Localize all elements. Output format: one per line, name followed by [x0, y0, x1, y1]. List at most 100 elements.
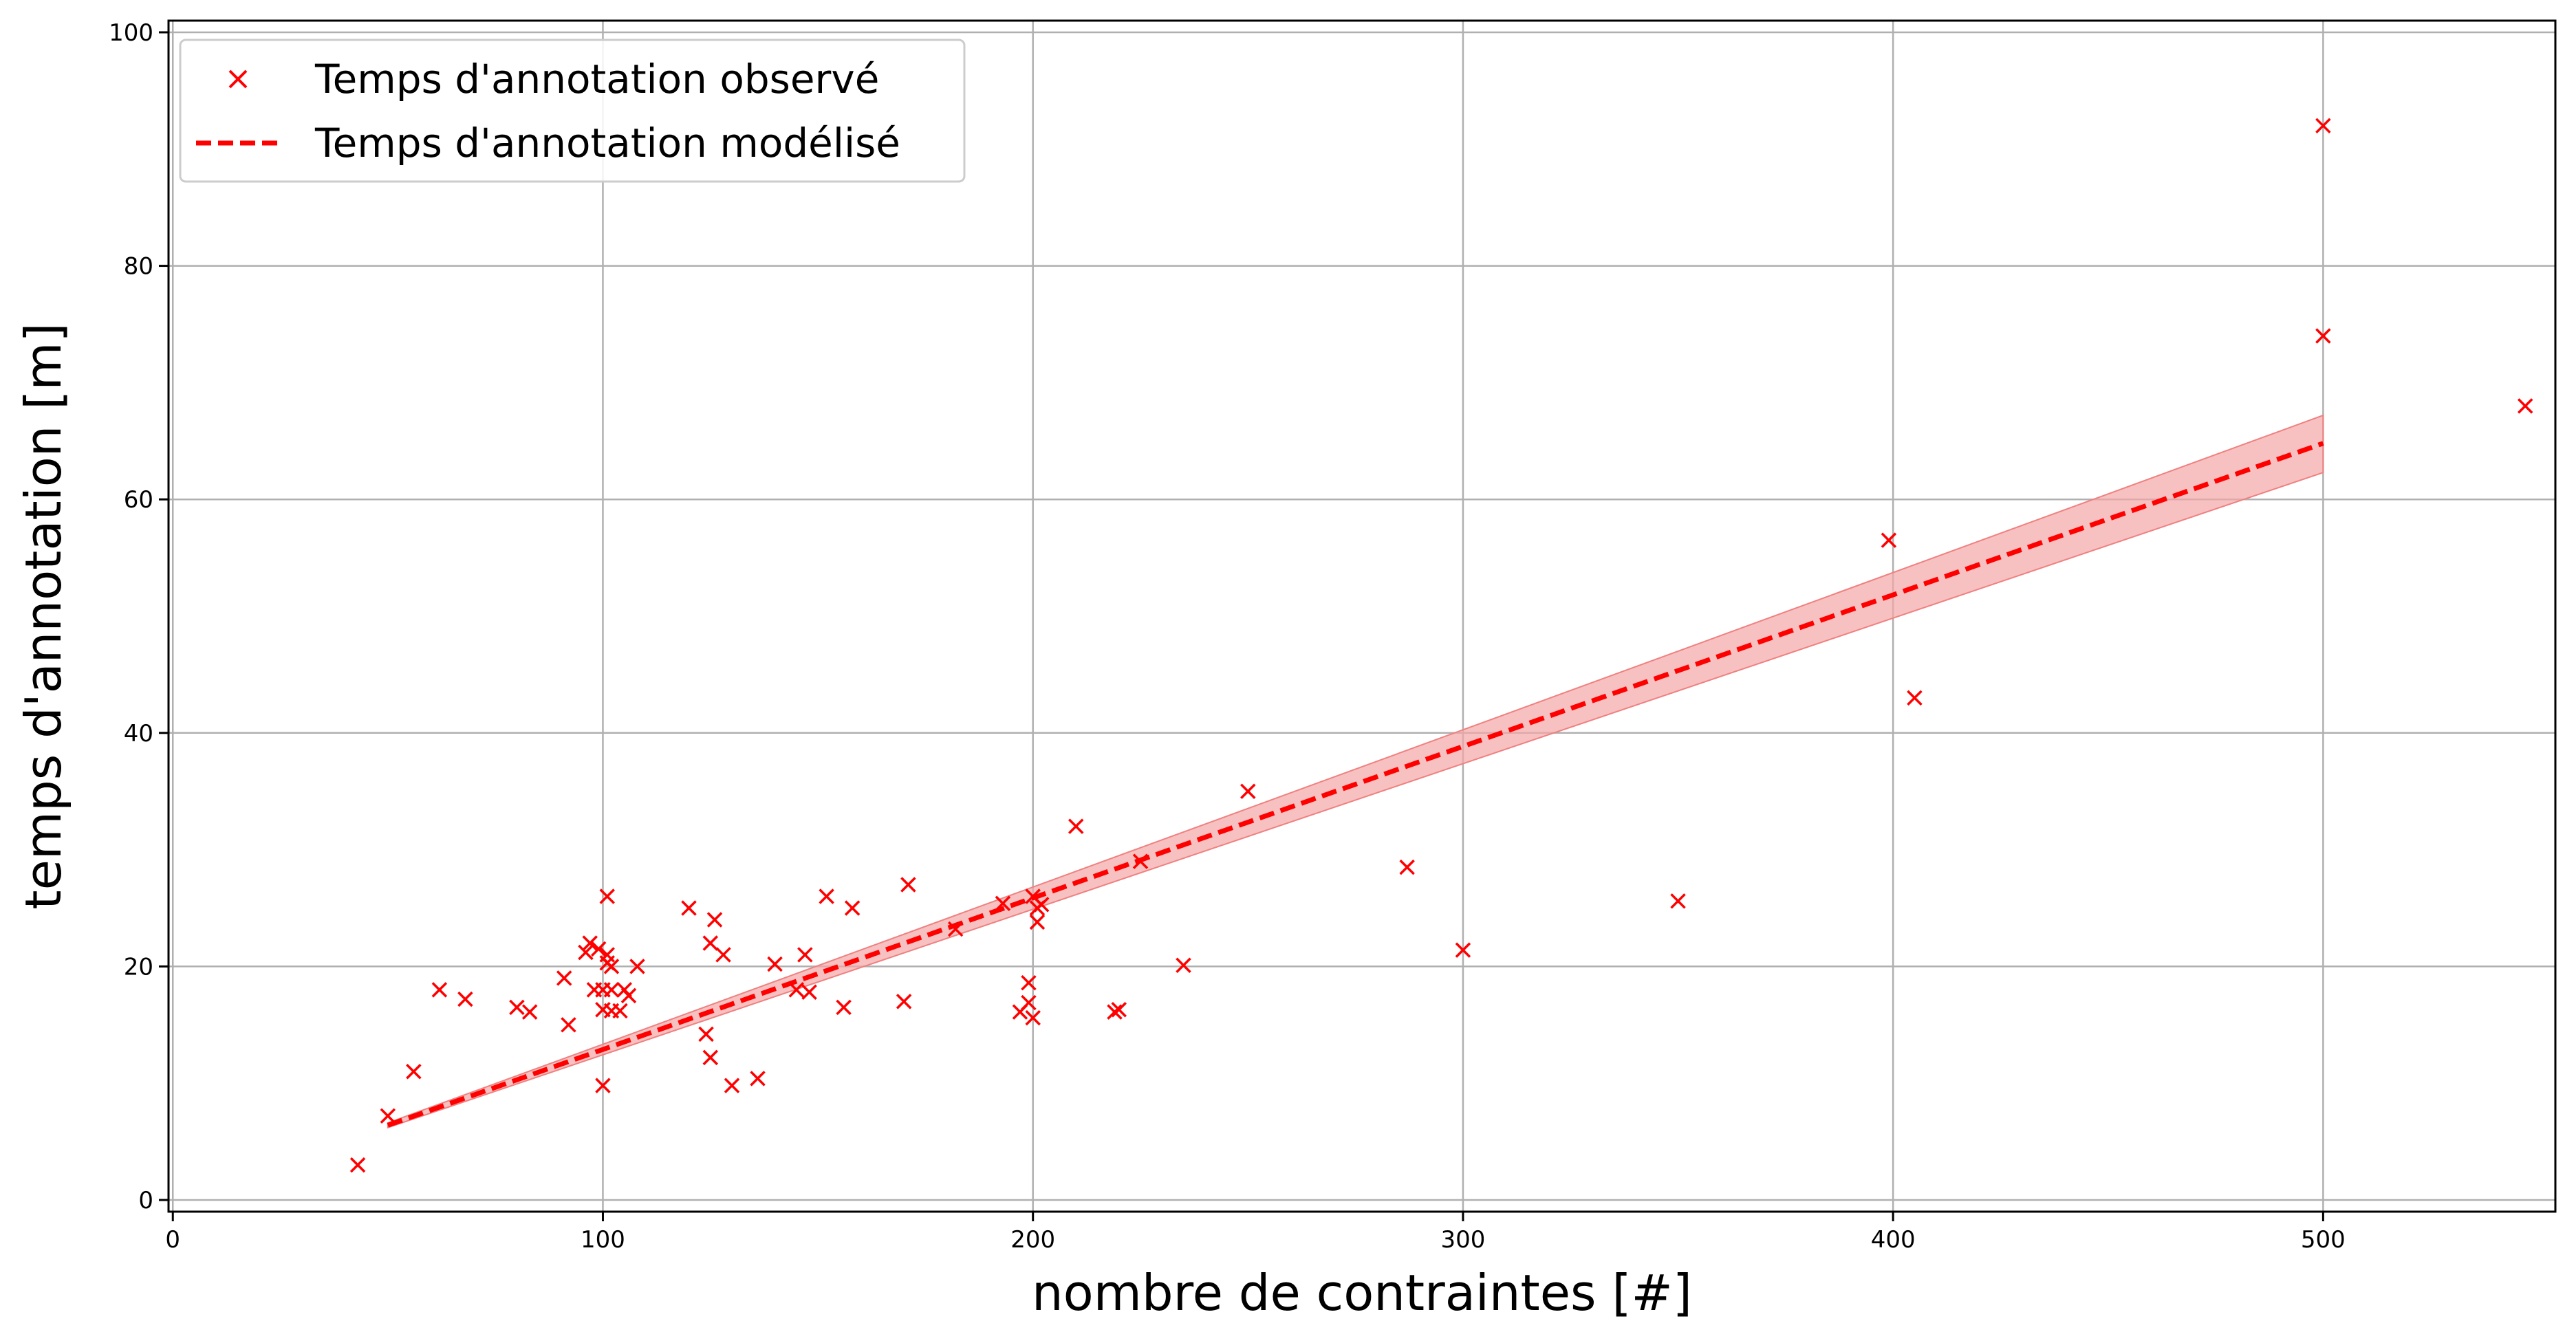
data-point — [1176, 957, 1191, 973]
data-point — [1907, 690, 1923, 706]
data-point-stroke — [1455, 942, 1471, 958]
data-point-stroke — [603, 959, 620, 974]
data-point-stroke — [556, 970, 572, 986]
x-tick-label-0: 0 — [165, 1226, 180, 1254]
data-point-stroke — [844, 900, 861, 916]
data-point — [603, 959, 620, 974]
axis-ticks: 0 100 200 300 400 500 0 20 40 60 80 100 — [109, 19, 2346, 1254]
grid-lines — [169, 21, 2555, 1212]
data-point-stroke — [1132, 853, 1149, 869]
data-point-stroke — [767, 956, 783, 972]
data-point — [706, 912, 723, 928]
data-point-stroke — [1399, 859, 1415, 875]
x-tick-label-300: 300 — [1440, 1226, 1485, 1254]
data-point-stroke — [1907, 690, 1923, 706]
data-point — [380, 1108, 396, 1124]
data-point — [1021, 994, 1037, 1011]
data-point-stroke — [595, 1002, 611, 1018]
data-point-stroke — [612, 1003, 628, 1019]
data-point — [1021, 974, 1037, 991]
data-point — [681, 900, 697, 916]
data-point-stroke — [995, 895, 1011, 911]
data-point-stroke — [715, 947, 731, 963]
data-point — [2315, 328, 2331, 344]
y-tick-label-0: 0 — [138, 1187, 153, 1214]
data-point-stroke — [1025, 1009, 1041, 1026]
y-tick-label-100: 100 — [109, 19, 153, 47]
data-point — [1068, 818, 1084, 834]
data-point — [702, 935, 719, 951]
data-point-stroke — [578, 944, 594, 961]
data-point — [788, 982, 805, 998]
data-point — [1033, 897, 1050, 913]
data-point — [595, 1078, 611, 1093]
data-point-stroke — [521, 1004, 538, 1020]
data-point-stroke — [1176, 957, 1191, 973]
data-point-stroke — [1881, 532, 1897, 548]
data-point — [2315, 118, 2331, 134]
data-point — [801, 984, 817, 1001]
data-point-stroke — [603, 982, 620, 998]
data-point — [521, 1004, 538, 1020]
data-point-stroke — [1033, 897, 1050, 913]
data-point-stroke — [702, 1049, 719, 1066]
data-point — [590, 941, 607, 957]
confidence-band — [387, 414, 2324, 1129]
data-point — [1881, 532, 1897, 548]
data-point — [715, 947, 731, 963]
data-point-stroke — [1029, 914, 1046, 930]
data-point-stroke — [599, 888, 615, 904]
data-point — [995, 895, 1011, 911]
data-point-stroke — [561, 1017, 576, 1033]
data-point — [406, 1063, 422, 1080]
model-line-group — [387, 441, 2324, 1128]
y-tick-label-20: 20 — [124, 953, 153, 981]
data-point-stroke — [380, 1108, 396, 1124]
data-point — [767, 956, 783, 972]
x-tick-label-100: 100 — [581, 1226, 625, 1254]
data-point-stroke — [629, 959, 645, 974]
data-point-stroke — [349, 1157, 366, 1173]
data-point — [509, 999, 525, 1016]
data-point — [724, 1078, 740, 1093]
y-tick-label-60: 60 — [124, 486, 153, 514]
data-point — [556, 970, 572, 986]
x-tick-label-500: 500 — [2301, 1226, 2346, 1254]
data-point — [1399, 859, 1415, 875]
data-point — [582, 935, 598, 951]
observed-points — [349, 118, 2533, 1173]
x-tick-label-400: 400 — [1871, 1226, 1916, 1254]
legend-marker-observed — [228, 69, 248, 89]
data-point-stroke — [788, 982, 805, 998]
plot-frame — [167, 19, 2557, 1213]
data-point-stroke — [2315, 328, 2331, 344]
data-point-stroke — [724, 1078, 740, 1093]
data-point-stroke — [620, 987, 637, 1004]
data-point — [819, 888, 834, 904]
data-point — [578, 944, 594, 961]
data-point-stroke — [431, 982, 448, 998]
data-point-stroke — [590, 941, 607, 957]
data-point — [896, 994, 912, 1009]
y-tick-label-40: 40 — [124, 720, 153, 747]
data-point-stroke — [698, 1026, 714, 1042]
data-point — [620, 987, 637, 1004]
data-point-stroke — [1068, 818, 1084, 834]
data-point — [349, 1157, 366, 1173]
data-point-stroke — [1240, 783, 1256, 799]
data-point-stroke — [900, 877, 916, 893]
legend-label-modeled: Temps d'annotation modélisé — [314, 120, 900, 166]
data-point — [457, 991, 473, 1007]
data-point-stroke — [595, 1078, 611, 1093]
data-point — [1029, 914, 1046, 930]
data-point — [1455, 942, 1471, 958]
legend-label-observed: Temps d'annotation observé — [314, 56, 879, 102]
data-point — [750, 1071, 766, 1087]
data-point-stroke — [947, 921, 964, 937]
legend-x-stroke — [228, 69, 248, 89]
data-point — [1111, 1002, 1127, 1018]
data-point-stroke — [706, 912, 723, 928]
data-point — [603, 982, 620, 998]
data-point-stroke — [509, 999, 525, 1016]
